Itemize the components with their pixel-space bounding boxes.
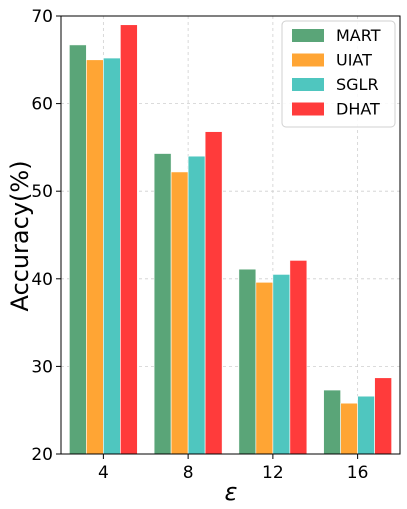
y-tick-label: 50 [31,182,53,202]
y-tick-label: 70 [31,7,53,27]
bar-mart-8 [153,153,172,455]
bar-uiat-16 [340,402,358,455]
y-axis-label: Accuracy(%) [6,160,34,311]
legend-label-uiat: UIAT [336,51,372,70]
x-axis-label: ε [225,478,238,506]
bar-sglr-12 [272,274,291,455]
y-tick-label: 40 [31,270,53,290]
legend-swatch-dhat [292,102,324,116]
legend-label-mart: MART [336,26,381,45]
y-tick-label: 60 [31,95,53,115]
bar-uiat-12 [255,282,274,455]
bar-dhat-16 [374,377,392,455]
bar-mart-4 [69,44,87,455]
bar-mart-16 [323,389,341,455]
plot-frame [60,15,401,455]
x-tick-label: 16 [347,463,369,483]
legend-swatch-mart [292,29,324,42]
bar-sglr-8 [187,155,206,455]
y-tick-label: 30 [31,357,53,377]
bar-dhat-4 [120,24,138,455]
y-tick-label: 20 [31,445,53,465]
x-tick-label: 12 [262,463,284,483]
bar-mart-12 [238,268,257,455]
bar-dhat-8 [204,131,223,455]
bars [69,24,392,455]
legend-swatch-sglr [292,78,324,91]
legend: MART UIAT SGLR DHAT [281,20,396,128]
bar-dhat-12 [289,260,308,455]
legend-swatch-uiat [292,53,324,67]
x-axis-ticks: 4 8 12 16 [98,454,368,483]
bar-uiat-8 [170,171,189,455]
legend-label-dhat: DHAT [336,100,380,119]
legend-box [281,20,396,128]
bar-sglr-4 [103,57,121,455]
legend-label-sglr: SGLR [336,75,379,94]
bar-sglr-16 [357,395,375,455]
x-tick-label: 4 [98,463,109,483]
y-axis-ticks: 20 30 40 50 60 70 [31,7,61,465]
x-tick-label: 8 [183,463,194,483]
bar-uiat-4 [86,59,104,455]
